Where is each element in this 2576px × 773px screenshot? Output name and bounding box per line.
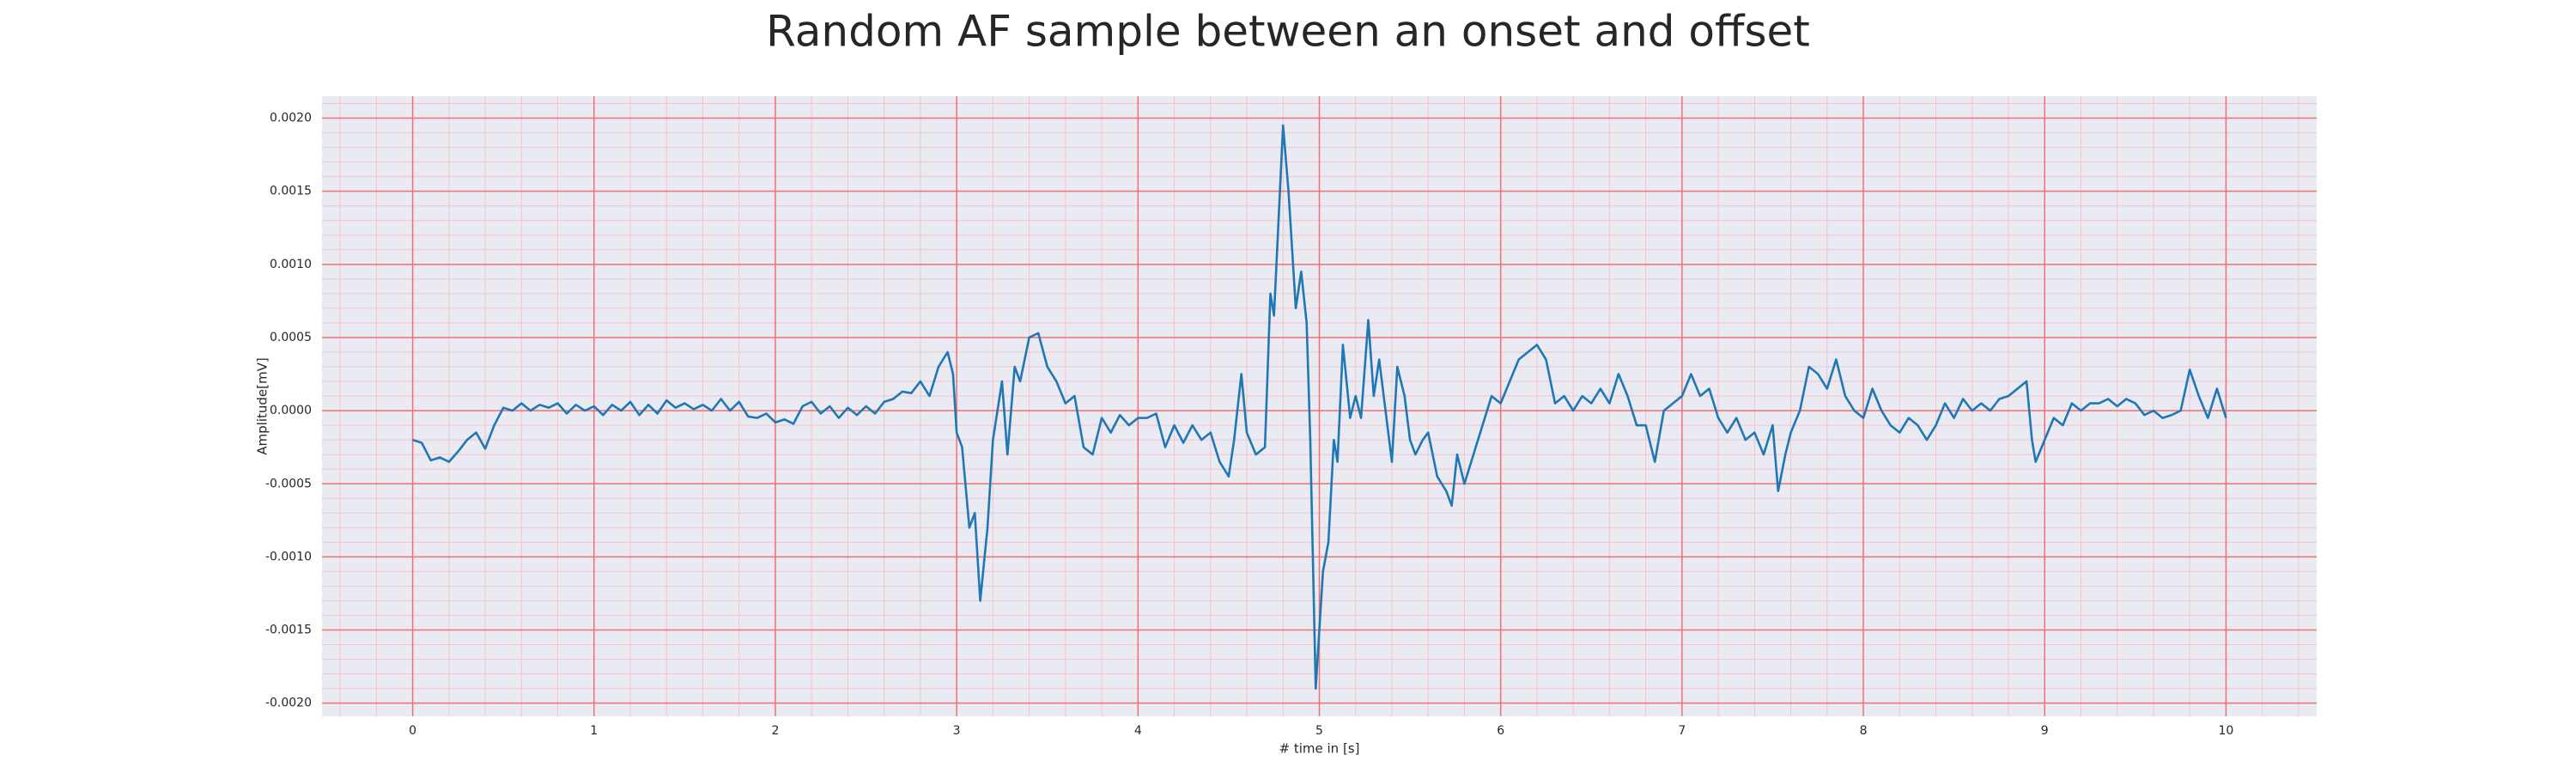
x-axis-label: # time in [s] [1279,741,1360,757]
y-tick-label: 0.0010 [270,258,312,271]
x-tick-label: 4 [1134,724,1142,738]
y-tick-label: -0.0020 [265,697,312,710]
x-tick-label: 5 [1315,724,1323,738]
chart-title: Random AF sample between an onset and of… [766,7,1810,57]
x-tick-label: 6 [1497,724,1504,738]
x-tick-label: 0 [409,724,416,738]
y-tick-label: 0.0015 [270,185,312,198]
y-tick-label: -0.0015 [265,624,312,637]
y-tick-label: 0.0005 [270,331,312,344]
x-tick-label: 1 [590,724,598,738]
x-tick-label: 9 [2041,724,2049,738]
x-tick-label: 3 [953,724,961,738]
y-axis-label: Amplitude[mV] [255,357,270,454]
x-tick-label: 8 [1860,724,1868,738]
x-tick-label: 10 [2218,724,2233,738]
y-tick-label: 0.0020 [270,112,312,125]
x-tick-label: 7 [1678,724,1686,738]
y-tick-label: -0.0005 [265,477,312,490]
y-tick-label: -0.0010 [265,550,312,563]
y-tick-label: 0.0000 [270,404,312,417]
signal-line [412,124,2227,690]
x-tick-label: 2 [771,724,779,738]
